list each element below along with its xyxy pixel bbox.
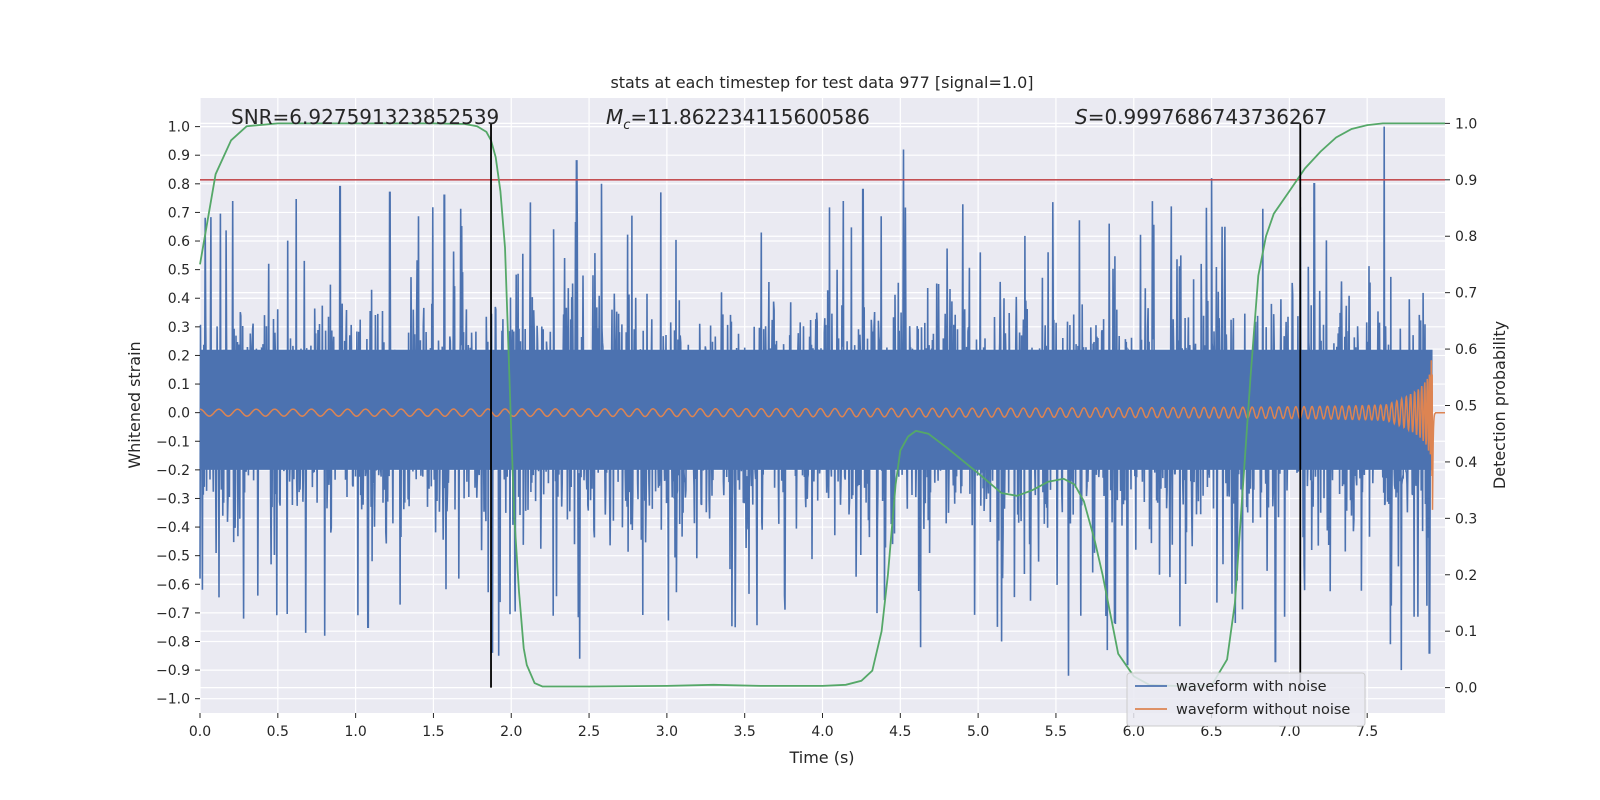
y-tick-label: −0.8: [156, 634, 190, 650]
right-y-tick-label: 0.6: [1455, 342, 1477, 358]
y-tick-label: −0.5: [156, 549, 190, 565]
y-tick-label: −0.3: [156, 491, 190, 507]
y-tick-label: 0.2: [168, 348, 190, 364]
legend-label-noise: waveform with noise: [1176, 679, 1327, 695]
y-tick-label: −0.6: [156, 577, 190, 593]
x-tick-label: 4.0: [811, 724, 833, 740]
y-tick-label: −1.0: [156, 692, 190, 708]
score-symbol: S: [1075, 105, 1088, 129]
y-tick-label: 1.0: [168, 120, 190, 136]
y-tick-label: 0.0: [168, 406, 190, 422]
chirp-mass-annotation: Mc=11.862234115600586: [606, 105, 870, 133]
x-tick-label: 6.0: [1123, 724, 1145, 740]
right-y-tick-label: 0.4: [1455, 455, 1477, 471]
x-tick-label: 5.0: [967, 724, 989, 740]
right-y-tick-label: 0.8: [1455, 229, 1477, 245]
y-tick-label: 0.3: [168, 320, 190, 336]
right-y-tick-label: 0.3: [1455, 511, 1477, 527]
y-tick-label: 0.4: [168, 291, 190, 307]
right-y-tick-label: 0.0: [1455, 681, 1477, 697]
x-axis-ticks: 0.0 0.5 1.0 1.5 2.0 2.5 3.0 3.5 4.0 4.5 5.0 5.5 6.0 6…: [189, 713, 1378, 740]
legend-box: [1126, 672, 1366, 727]
chirp-mass-symbol: M: [606, 105, 623, 129]
y-tick-label: 0.5: [168, 263, 190, 279]
x-tick-label: 4.5: [889, 724, 911, 740]
x-tick-label: 0.5: [267, 724, 289, 740]
right-y-tick-label: 0.2: [1455, 568, 1477, 584]
score-value: =0.9997686743736267: [1088, 105, 1327, 129]
right-y-tick-label: 1.0: [1455, 116, 1477, 132]
y-tick-label: −0.2: [156, 463, 190, 479]
x-axis-label: Time (s): [788, 748, 854, 767]
right-y-axis-label: Detection probability: [1490, 321, 1509, 489]
x-tick-label: 7.5: [1356, 724, 1378, 740]
y-tick-label: 0.9: [168, 148, 190, 164]
waveform-with-noise-series: [199, 126, 1434, 676]
y-tick-label: −0.4: [156, 520, 190, 536]
y-tick-label: 0.7: [168, 205, 190, 221]
waveform-without-noise-line: [200, 360, 1445, 510]
y-axis-label: Whitened strain: [125, 341, 144, 468]
y-tick-label: −0.1: [156, 434, 190, 450]
x-tick-label: 2.5: [578, 724, 600, 740]
chirp-mass-value: =11.862234115600586: [630, 105, 869, 129]
x-tick-label: 1.5: [422, 724, 444, 740]
x-tick-label: 5.5: [1045, 724, 1067, 740]
right-y-axis-ticks: 1.0 0.9 0.8 0.7 0.6 0.5 0.4 0.3 0.2 0.1 0.0: [1445, 116, 1477, 697]
waveform-with-noise-band: [200, 349, 1433, 470]
score-annotation: S=0.9997686743736267: [1075, 105, 1327, 129]
legend-label-clean: waveform without noise: [1176, 702, 1350, 718]
x-tick-label: 7.0: [1278, 724, 1300, 740]
y-tick-label: −0.7: [156, 606, 190, 622]
y-tick-label: 0.8: [168, 177, 190, 193]
y-tick-label: −0.9: [156, 663, 190, 679]
x-tick-label: 2.0: [500, 724, 522, 740]
y-tick-label: 0.6: [168, 234, 190, 250]
x-tick-label: 0.0: [189, 724, 211, 740]
right-y-tick-label: 0.9: [1455, 173, 1477, 189]
right-y-tick-label: 0.5: [1455, 399, 1477, 415]
right-y-tick-label: 0.7: [1455, 286, 1477, 302]
snr-annotation: SNR=6.927591323852539: [231, 105, 499, 129]
x-tick-label: 6.5: [1200, 724, 1222, 740]
chirp-mass-subscript: c: [623, 118, 630, 133]
x-tick-label: 3.5: [734, 724, 756, 740]
x-tick-label: 1.0: [344, 724, 366, 740]
right-y-tick-label: 0.1: [1455, 624, 1477, 640]
detection-probability-line: [199, 122, 1445, 688]
left-y-axis-ticks: 1.0 0.9 0.8 0.7 0.6 0.5 0.4 0.3 0.2 0.1 0.0 −0.1 −0.…: [156, 120, 200, 708]
x-tick-label: 3.0: [656, 724, 678, 740]
y-tick-label: 0.1: [168, 377, 190, 393]
legend: waveform with noise waveform without noi…: [1126, 672, 1366, 727]
chart-title: stats at each timestep for test data 977…: [610, 73, 1033, 92]
vertical-markers: [490, 123, 1302, 688]
